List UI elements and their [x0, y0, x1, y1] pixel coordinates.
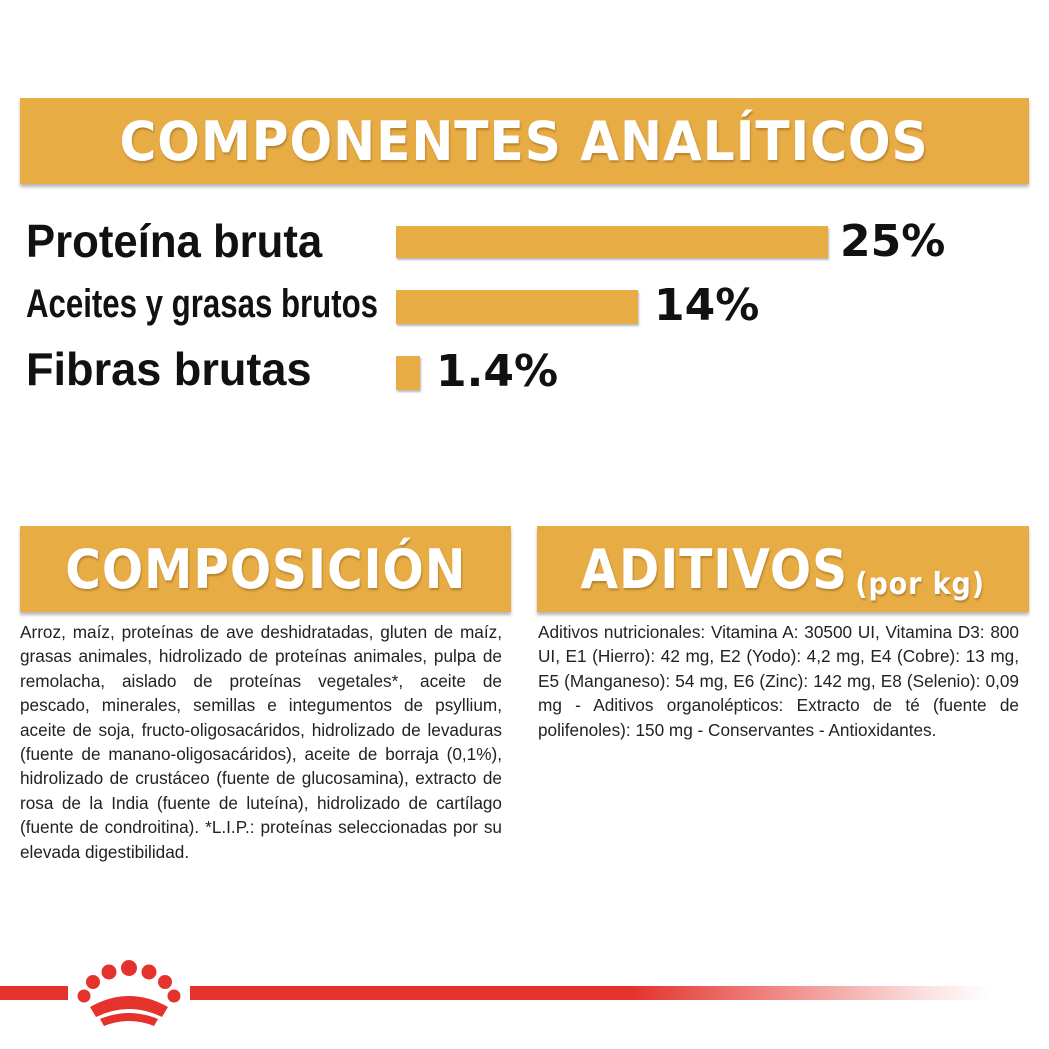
row-value: 14%	[654, 280, 760, 331]
row-value: 1.4%	[436, 346, 559, 397]
additives-header-band: ADITIVOS (por kg)	[537, 526, 1029, 612]
footer-line-right	[190, 986, 990, 1000]
analytics-header-band: COMPONENTES ANALÍTICOS	[20, 98, 1029, 184]
crown-icon	[77, 960, 181, 1026]
bar-fiber	[396, 356, 420, 390]
analytics-title: COMPONENTES ANALÍTICOS	[119, 109, 930, 173]
composition-title: COMPOSICIÓN	[64, 537, 467, 601]
footer-line-left	[0, 986, 68, 1000]
composition-text: Arroz, maíz, proteínas de ave deshidrata…	[20, 622, 502, 862]
row-value: 25%	[840, 216, 946, 267]
additives-title: ADITIVOS (por kg)	[580, 537, 986, 602]
row-label: Fibras brutas	[26, 343, 312, 395]
composition-header-band: COMPOSICIÓN	[20, 526, 511, 612]
additives-title-text: ADITIVOS	[580, 537, 849, 601]
row-label: Proteína bruta	[26, 215, 323, 267]
bar-fat	[396, 290, 638, 324]
additives-subtitle: (por kg)	[855, 566, 986, 602]
additives-text: Aditivos nutricionales: Vitamina A: 3050…	[538, 622, 1019, 740]
bar-protein	[396, 226, 828, 258]
row-label: Aceites y grasas brutos	[26, 282, 379, 326]
